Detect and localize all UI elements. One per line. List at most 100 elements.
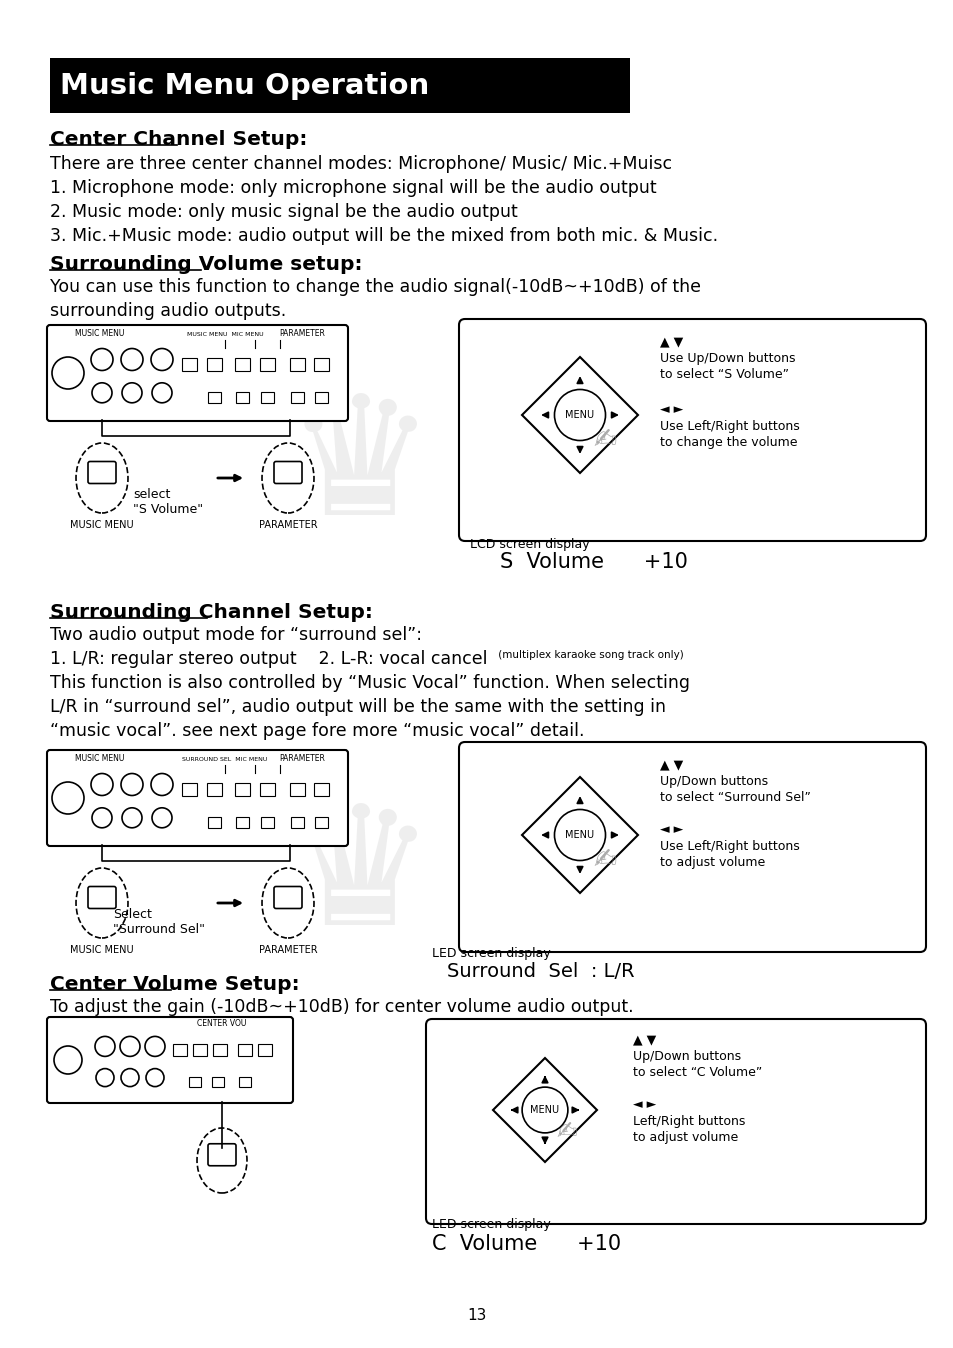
FancyBboxPatch shape [235,817,249,828]
FancyBboxPatch shape [458,319,925,541]
FancyBboxPatch shape [207,357,222,371]
FancyBboxPatch shape [234,357,250,371]
Text: Select
"Surround Sel": Select "Surround Sel" [112,909,205,936]
Text: This function is also controlled by “Music Vocal” function. When selecting: This function is also controlled by “Mus… [50,674,689,692]
Text: 3. Mic.+Music mode: audio output will be the mixed from both mic. & Music.: 3. Mic.+Music mode: audio output will be… [50,226,718,245]
Text: S  Volume      +10: S Volume +10 [499,551,687,572]
Text: Up/Down buttons: Up/Down buttons [659,775,767,789]
FancyBboxPatch shape [291,392,304,403]
Text: 1. Microphone mode: only microphone signal will be the audio output: 1. Microphone mode: only microphone sign… [50,179,656,197]
Text: LCD screen display: LCD screen display [470,538,589,551]
Text: “music vocal”. see next page fore more “music vocal” detail.: “music vocal”. see next page fore more “… [50,723,584,740]
Text: MUSIC MENU: MUSIC MENU [75,329,125,338]
Text: to adjust volume: to adjust volume [633,1131,738,1144]
FancyBboxPatch shape [257,1045,272,1057]
Text: Use Up/Down buttons: Use Up/Down buttons [659,352,795,365]
Text: select
"S Volume": select "S Volume" [132,488,203,516]
FancyBboxPatch shape [208,1143,235,1166]
FancyBboxPatch shape [88,887,116,909]
Text: MENU: MENU [565,830,594,840]
FancyBboxPatch shape [314,817,328,828]
Text: ◄ ►: ◄ ► [659,403,682,417]
FancyBboxPatch shape [274,887,302,909]
Text: 2. Music mode: only music signal be the audio output: 2. Music mode: only music signal be the … [50,204,517,221]
Text: 1. L/R: regular stereo output    2. L-R: vocal cancel: 1. L/R: regular stereo output 2. L-R: vo… [50,650,487,669]
FancyBboxPatch shape [260,357,274,371]
Text: to adjust volume: to adjust volume [659,856,764,869]
Text: CENTER VOU: CENTER VOU [197,1019,247,1029]
Text: ✍: ✍ [593,847,616,874]
FancyBboxPatch shape [290,357,305,371]
FancyBboxPatch shape [314,782,329,795]
FancyBboxPatch shape [172,1045,187,1057]
FancyBboxPatch shape [458,741,925,952]
Text: MENU: MENU [530,1105,559,1115]
Text: ♛: ♛ [285,387,435,550]
Text: ✍: ✍ [593,426,616,454]
Text: PARAMETER: PARAMETER [279,329,325,338]
FancyBboxPatch shape [213,1045,227,1057]
FancyBboxPatch shape [261,392,274,403]
Text: PARAMETER: PARAMETER [258,945,317,954]
Text: ♛: ♛ [285,797,435,960]
FancyBboxPatch shape [182,782,196,795]
Bar [50,58,629,113]
Text: L/R in “surround sel”, audio output will be the same with the setting in: L/R in “surround sel”, audio output will… [50,698,665,716]
Text: MENU: MENU [565,410,594,421]
FancyBboxPatch shape [261,817,274,828]
Text: PARAMETER: PARAMETER [258,520,317,530]
Text: to select “S Volume”: to select “S Volume” [659,368,788,381]
Text: Music Menu Operation: Music Menu Operation [60,71,429,100]
FancyBboxPatch shape [314,392,328,403]
FancyBboxPatch shape [274,461,302,484]
FancyBboxPatch shape [260,782,274,795]
Text: PARAMETER: PARAMETER [279,754,325,763]
Text: Use Left/Right buttons: Use Left/Right buttons [659,421,799,433]
Text: There are three center channel modes: Microphone/ Music/ Mic.+Muisc: There are three center channel modes: Mi… [50,155,672,173]
FancyBboxPatch shape [237,1045,252,1057]
Text: to change the volume: to change the volume [659,435,797,449]
Text: Up/Down buttons: Up/Down buttons [633,1050,740,1064]
Text: MUSIC MENU: MUSIC MENU [75,754,125,763]
Text: MUSIC MENU: MUSIC MENU [71,520,133,530]
FancyBboxPatch shape [426,1019,925,1224]
Text: LED screen display: LED screen display [432,1219,550,1231]
FancyBboxPatch shape [208,392,221,403]
FancyBboxPatch shape [208,817,221,828]
FancyBboxPatch shape [235,392,249,403]
FancyBboxPatch shape [47,1016,293,1103]
FancyBboxPatch shape [234,782,250,795]
FancyBboxPatch shape [182,357,196,371]
Text: MUSIC MENU  MIC MENU: MUSIC MENU MIC MENU [187,332,263,337]
Text: MUSIC MENU: MUSIC MENU [71,945,133,954]
FancyBboxPatch shape [314,357,329,371]
Text: SURROUND SEL  MIC MENU: SURROUND SEL MIC MENU [182,758,268,762]
Text: Two audio output mode for “surround sel”:: Two audio output mode for “surround sel”… [50,625,421,644]
Text: ▲ ▼: ▲ ▼ [659,336,682,348]
Text: ◄ ►: ◄ ► [659,824,682,836]
FancyBboxPatch shape [88,461,116,484]
FancyBboxPatch shape [47,749,348,847]
Text: ▲ ▼: ▲ ▼ [633,1033,656,1046]
FancyBboxPatch shape [239,1077,251,1086]
FancyBboxPatch shape [290,782,305,795]
Text: You can use this function to change the audio signal(-10dB~+10dB) of the: You can use this function to change the … [50,278,700,297]
Text: ✍: ✍ [556,1120,577,1144]
FancyBboxPatch shape [47,325,348,421]
Text: C  Volume      +10: C Volume +10 [432,1233,620,1254]
FancyBboxPatch shape [189,1077,201,1086]
Text: 13: 13 [467,1308,486,1322]
Text: Surrounding Channel Setup:: Surrounding Channel Setup: [50,603,373,621]
FancyBboxPatch shape [193,1045,207,1057]
Text: (multiplex karaoke song track only): (multiplex karaoke song track only) [495,650,683,661]
Text: Use Left/Right buttons: Use Left/Right buttons [659,840,799,853]
FancyBboxPatch shape [207,782,222,795]
Text: To adjust the gain (-10dB~+10dB) for center volume audio output.: To adjust the gain (-10dB~+10dB) for cen… [50,998,633,1016]
Text: to select “Surround Sel”: to select “Surround Sel” [659,791,810,803]
Text: Surrounding Volume setup:: Surrounding Volume setup: [50,255,362,274]
Text: Center Volume Setup:: Center Volume Setup: [50,975,299,993]
FancyBboxPatch shape [212,1077,224,1086]
Text: surrounding audio outputs.: surrounding audio outputs. [50,302,286,319]
Text: Center Channel Setup:: Center Channel Setup: [50,129,307,150]
Text: Surround  Sel  : L/R: Surround Sel : L/R [447,962,634,981]
